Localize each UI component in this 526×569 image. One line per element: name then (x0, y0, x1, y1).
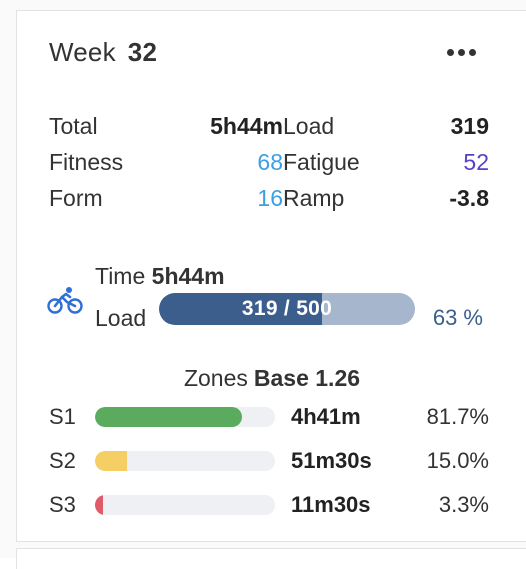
week-summary-card: Week 32 Total 5h44m Load 319 Fitness 68 F… (16, 10, 526, 542)
zone-name: S2 (49, 448, 76, 473)
time-line: Time 5h44m (95, 263, 225, 290)
zone-percent: 3.3% (438, 492, 489, 517)
zone-percent: 81.7% (426, 404, 489, 429)
total-label: Total (49, 113, 98, 139)
stats-row: Total 5h44m Load 319 (49, 111, 489, 147)
activity-load-label: Load (95, 305, 147, 331)
more-horizontal-icon (457, 48, 465, 56)
zones-value: Base 1.26 (253, 365, 361, 391)
load-progress-fill (159, 293, 323, 325)
fatigue-label: Fatigue (283, 149, 360, 175)
zone-bar-fill (95, 407, 243, 427)
zone-bar-fill (95, 495, 104, 515)
stats-row: Form 16 Ramp -3.8 (49, 183, 489, 219)
zone-name: S3 (49, 492, 76, 517)
zones-label: Zones (183, 365, 248, 391)
zone-name: S1 (49, 404, 76, 429)
bicycle-icon (47, 287, 83, 314)
zones-heading: Zones Base 1.26 (17, 365, 526, 392)
fitness-label: Fitness (49, 149, 124, 175)
load-percent: 63 % (432, 305, 483, 330)
load-value: 319 (450, 113, 489, 139)
zone-bar-track (95, 495, 275, 515)
zone-bar-track (95, 451, 275, 471)
zone-time: 4h41m (291, 404, 361, 429)
ramp-value: -3.8 (449, 185, 489, 211)
zone-bar-track (95, 407, 275, 427)
more-horizontal-icon (468, 48, 476, 56)
fitness-value: 68 (257, 149, 283, 175)
week-label: Week (49, 37, 116, 67)
form-label: Form (49, 185, 103, 211)
week-number: 32 (127, 37, 158, 67)
card-title: Week 32 (49, 37, 157, 68)
zone-time: 51m30s (291, 448, 372, 473)
zone-percent: 15.0% (426, 448, 489, 473)
zone-bar-fill (95, 451, 128, 471)
load-progress-text: 319 / 500 (241, 297, 333, 320)
time-value: 5h44m (151, 263, 225, 289)
total-value: 5h44m (210, 113, 283, 139)
more-horizontal-icon (446, 48, 454, 56)
zone-time: 11m30s (291, 492, 371, 517)
zone-row: S2 51m30s 15.0% (49, 446, 489, 476)
zone-row: S3 11m30s 3.3% (49, 490, 489, 520)
form-value: 16 (257, 185, 283, 211)
more-menu-button[interactable] (441, 39, 481, 65)
next-card-edge (16, 548, 526, 569)
ramp-label: Ramp (283, 185, 345, 211)
time-label: Time (95, 263, 146, 289)
fatigue-value: 52 (463, 149, 489, 175)
load-label: Load (283, 113, 335, 139)
zone-row: S1 4h41m 81.7% (49, 402, 489, 432)
stats-grid: Total 5h44m Load 319 Fitness 68 Fatigue … (49, 111, 489, 219)
load-progress-bar: 319 / 500 (159, 293, 415, 325)
stats-row: Fitness 68 Fatigue 52 (49, 147, 489, 183)
